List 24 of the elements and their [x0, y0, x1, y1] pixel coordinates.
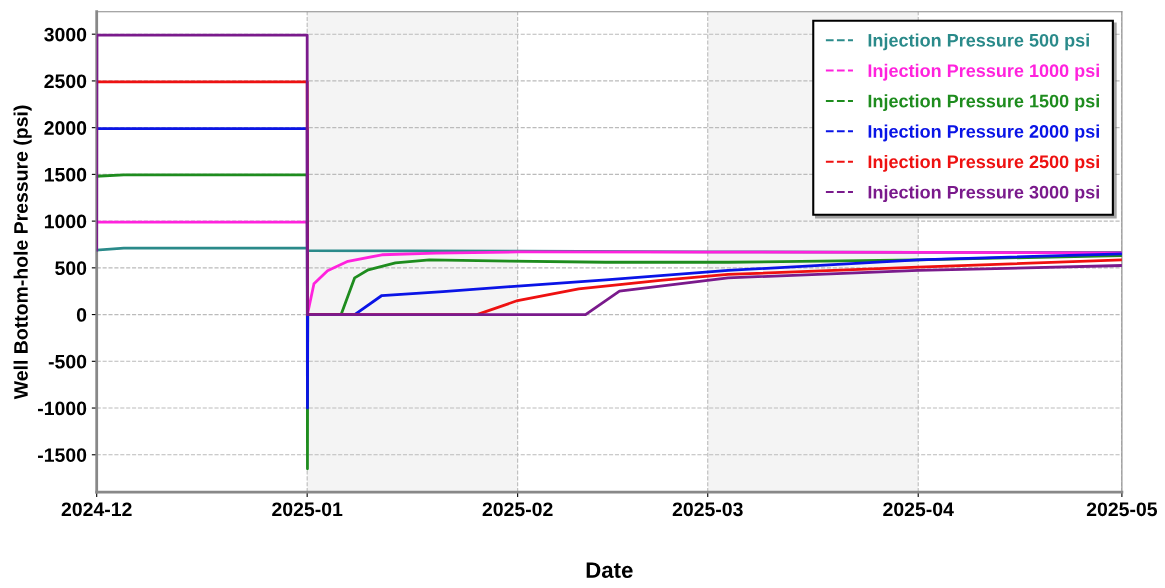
y-tick-label: 3000	[44, 27, 87, 42]
y-axis-title: Well Bottom-hole Pressure (psi)	[13, 105, 32, 400]
legend-label: Injection Pressure 1000 psi	[868, 63, 1099, 81]
legend-label: Injection Pressure 500 psi	[868, 33, 1089, 51]
legend-label: Injection Pressure 2000 psi	[868, 124, 1099, 142]
x-tick-label: 2024-12	[61, 502, 132, 517]
y-tick-label: -1500	[38, 448, 87, 463]
legend-label: Injection Pressure 1500 psi	[868, 94, 1099, 111]
y-tick-label: 2500	[44, 74, 87, 89]
y-tick-label: 1000	[44, 214, 87, 229]
y-tick-label: 500	[55, 261, 87, 276]
x-tick-label: 2025-05	[1086, 502, 1158, 517]
y-tick-label: 0	[76, 308, 87, 322]
y-tick-label: 1500	[44, 167, 87, 182]
legend-label: Injection Pressure 2500 psi	[868, 154, 1099, 172]
x-tick-label: 2025-04	[883, 502, 954, 517]
x-tick-label: 2025-01	[272, 502, 343, 517]
y-tick-label: -1000	[38, 401, 87, 416]
x-tick-label: 2025-03	[672, 502, 743, 517]
legend-label: Injection Pressure 3000 psi	[868, 185, 1099, 203]
y-tick-label: 2000	[44, 121, 87, 135]
x-axis-title: Date	[586, 562, 633, 578]
x-tick-label: 2025-02	[482, 502, 553, 517]
y-tick-label: -500	[48, 354, 87, 369]
